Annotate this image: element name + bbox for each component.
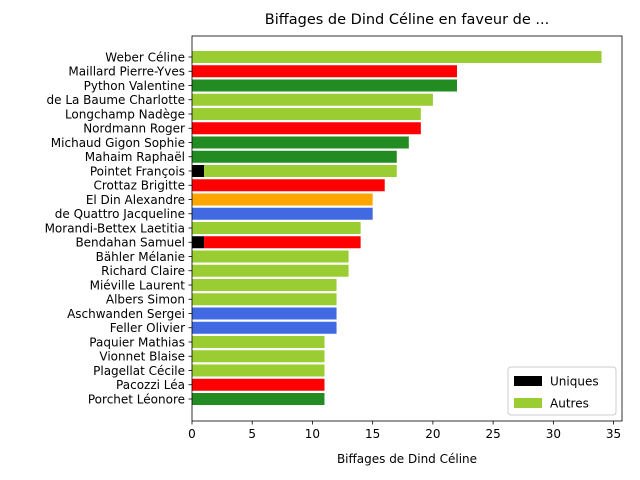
legend-swatch — [514, 376, 542, 386]
bar-autres — [204, 236, 361, 249]
legend-label: Autres — [550, 396, 589, 410]
bar-autres — [192, 136, 409, 149]
bar-autres — [192, 179, 385, 192]
x-tick-label: 25 — [485, 427, 500, 441]
y-tick-label: Longchamp Nadège — [65, 107, 185, 121]
y-tick-label: Plagellat Cécile — [93, 364, 185, 378]
y-tick-label: Paquier Mathias — [89, 335, 185, 349]
y-tick-label: Feller Olivier — [110, 321, 185, 335]
bar-autres — [204, 165, 397, 177]
y-tick-label: Morandi-Bettex Laetitia — [45, 221, 185, 235]
bar-autres — [192, 51, 602, 63]
x-axis-label: Biffages de Dind Céline — [337, 452, 477, 466]
x-tick-label: 35 — [606, 427, 621, 441]
y-tick-label: Michaud Gigon Sophie — [51, 136, 185, 150]
y-tick-label: Nordmann Roger — [83, 122, 185, 136]
plot-frame — [191, 35, 623, 422]
legend: Uniques Autres — [507, 366, 617, 416]
y-tick-label: Python Valentine — [84, 79, 185, 93]
y-tick-label: Porchet Léonore — [88, 392, 185, 406]
y-tick-label: Richard Claire — [101, 264, 185, 278]
bar-autres — [192, 293, 337, 306]
x-tick-label: 10 — [305, 427, 320, 441]
bar-autres — [192, 321, 337, 334]
legend-label: Uniques — [550, 374, 599, 388]
bar-autres — [192, 336, 325, 348]
bar-autres — [192, 150, 397, 163]
bar-autres — [192, 264, 349, 277]
y-tick-label: Maillard Pierre-Yves — [68, 65, 185, 79]
legend-swatch — [514, 398, 542, 408]
x-tick-label: 5 — [248, 427, 256, 441]
y-tick-label: de La Baume Charlotte — [47, 93, 186, 107]
x-tick-label: 15 — [365, 427, 380, 441]
bar-autres — [192, 364, 325, 377]
bar-autres — [192, 193, 373, 206]
y-tick-label: Pointet François — [90, 164, 185, 178]
x-tick-label: 30 — [546, 427, 561, 441]
chart-title: Biffages de Dind Céline en faveur de ... — [265, 12, 549, 28]
bar-autres — [192, 79, 457, 92]
bars-group — [192, 51, 602, 405]
bar-autres — [192, 207, 373, 220]
y-tick-label: Bendahan Samuel — [75, 236, 185, 250]
y-tick-label: Crottaz Brigitte — [93, 179, 185, 193]
bar-autres — [192, 108, 421, 120]
y-tick-label: Aschwanden Sergei — [67, 307, 185, 321]
bar-autres — [192, 378, 325, 391]
bar-autres — [192, 279, 337, 291]
x-axis-ticks: 0 5 10 15 20 25 30 35 — [188, 421, 621, 441]
y-tick-label: Bähler Mélanie — [96, 250, 185, 264]
y-tick-label: El Din Alexandre — [86, 193, 185, 207]
x-tick-label: 0 — [188, 427, 196, 441]
bar-uniques — [192, 236, 205, 249]
y-tick-label: Vionnet Blaise — [99, 350, 185, 364]
bar-autres — [192, 250, 349, 263]
bar-autres — [192, 93, 433, 106]
y-tick-label: Albers Simon — [106, 293, 185, 307]
bar-autres — [192, 307, 337, 320]
bar-autres — [192, 393, 325, 405]
bar-autres — [192, 350, 325, 363]
y-tick-label: Miéville Laurent — [90, 278, 186, 292]
y-tick-label: de Quattro Jacqueline — [55, 207, 185, 221]
y-tick-label: Weber Céline — [105, 50, 185, 64]
x-tick-label: 20 — [425, 427, 440, 441]
bar-autres — [192, 122, 421, 135]
y-tick-label: Mahaim Raphaël — [85, 150, 185, 164]
y-tick-label: Pacozzi Léa — [116, 378, 185, 392]
bar-autres — [192, 65, 457, 78]
bar-autres — [192, 222, 361, 234]
bar-uniques — [192, 165, 205, 177]
